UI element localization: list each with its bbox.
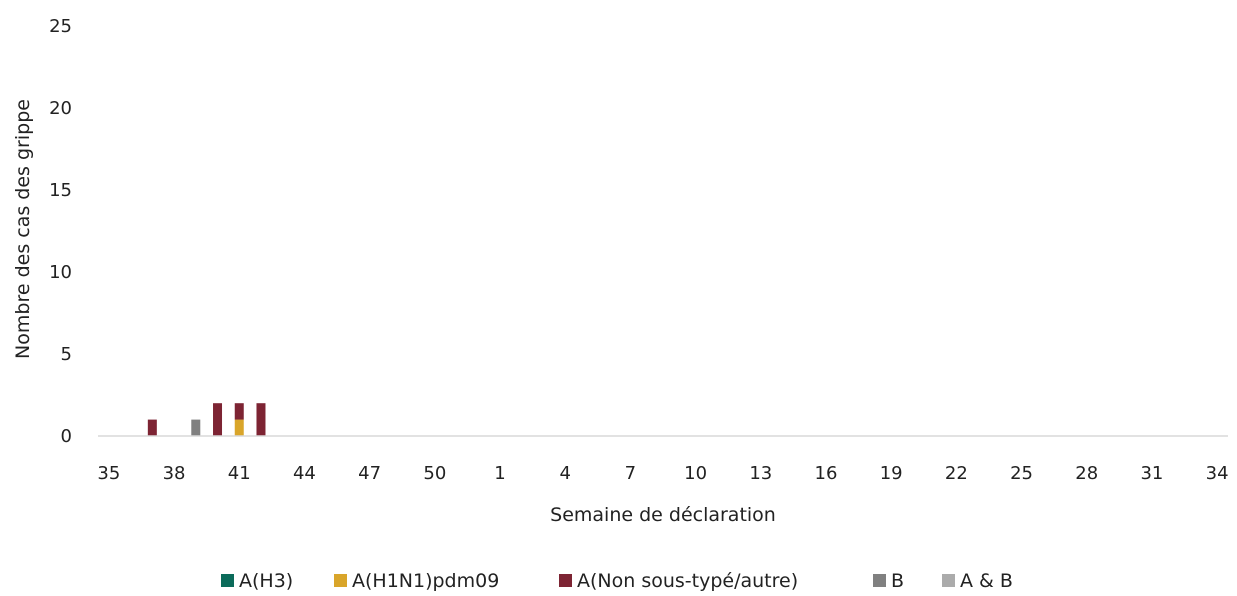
legend-swatch [873,574,886,587]
x-tick-label: 31 [1140,463,1163,484]
x-tick-label: 34 [1206,463,1229,484]
bar-segment [213,403,223,436]
x-axis: 35 38 41 44 47 50 1 4 7 10 13 16 19 22 25 28 31 34 [97,463,1228,484]
legend-swatch [942,574,955,587]
y-tick-label: 20 [49,98,72,119]
y-tick-label: 0 [61,426,72,447]
bar-segment [256,403,266,436]
legend-label: A & B [960,570,1013,592]
x-tick-label: 4 [559,463,570,484]
x-tick-label: 41 [228,463,251,484]
y-tick-label: 5 [61,344,72,365]
legend-label: B [891,570,904,592]
legend-swatch [559,574,572,587]
legend-swatch [334,574,347,587]
x-tick-label: 16 [815,463,838,484]
legend: A(H3) A(H1N1)pdm09 A(Non sous-typé/autre) B… [221,570,1013,592]
legend-label: A(Non sous-typé/autre) [577,570,798,592]
y-axis: 0 5 10 15 20 25 [49,16,72,447]
x-tick-label: 38 [163,463,186,484]
x-tick-label: 44 [293,463,316,484]
x-tick-label: 25 [1010,463,1033,484]
y-tick-label: 15 [49,180,72,201]
bar-segment [234,403,244,420]
x-tick-label: 28 [1075,463,1098,484]
bar-segment [191,419,201,436]
x-tick-label: 50 [423,463,446,484]
y-tick-label: 25 [49,16,72,37]
x-tick-label: 13 [749,463,772,484]
plot-area [147,403,266,436]
x-tick-label: 47 [358,463,381,484]
bar-segment [234,419,244,436]
bar-segment [147,419,157,436]
x-tick-label: 22 [945,463,968,484]
x-axis-title: Semaine de déclaration [550,504,776,526]
legend-label: A(H1N1)pdm09 [352,570,499,592]
x-tick-label: 10 [684,463,707,484]
x-tick-label: 1 [494,463,505,484]
legend-swatch [221,574,234,587]
y-axis-title: Nombre des cas des grippe [12,99,34,359]
y-tick-label: 10 [49,262,72,283]
x-tick-label: 7 [625,463,636,484]
x-tick-label: 35 [97,463,120,484]
legend-label: A(H3) [239,570,293,592]
x-tick-label: 19 [880,463,903,484]
